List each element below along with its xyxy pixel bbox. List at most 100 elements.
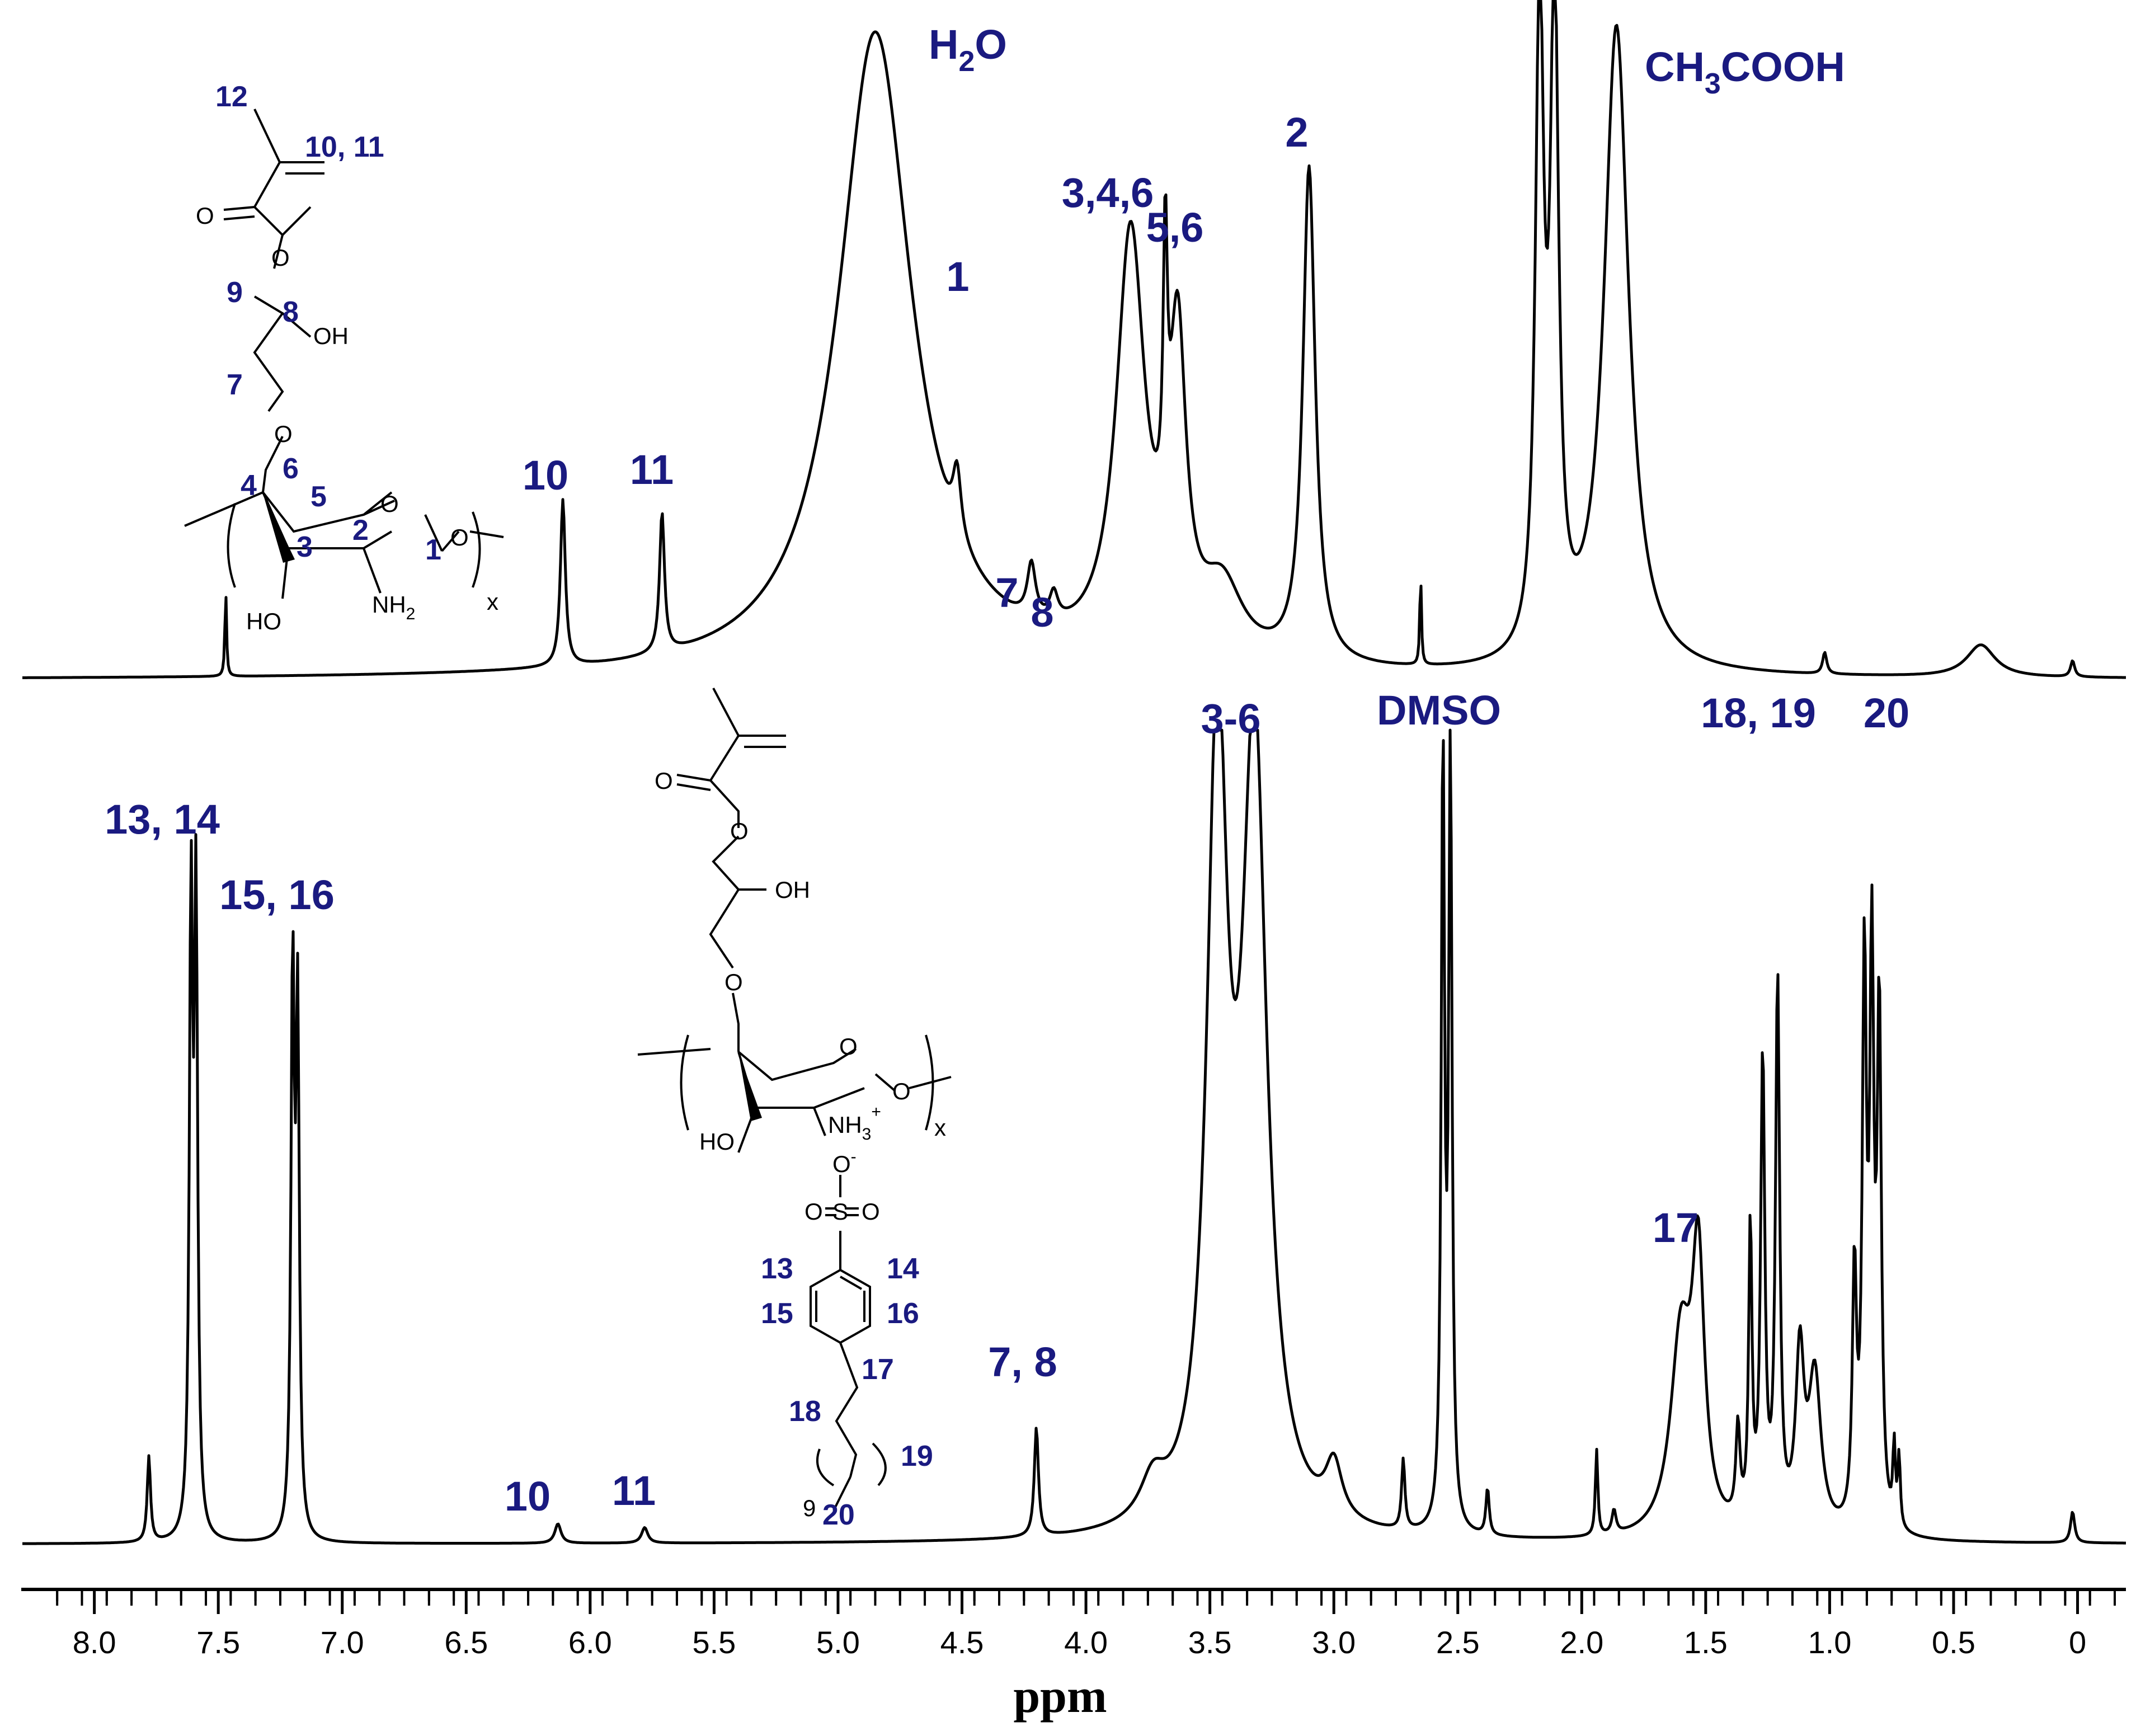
- bottom-glyco-o: O: [892, 1078, 911, 1104]
- x-axis-tick-labels: 8.0 7.5 7.0 6.5 6.0 5.5 5.0 4.5 4.0 3.5 3.0 2.5 2.0 1…: [73, 1625, 2086, 1660]
- ch3cooh-label: CH3COOH: [1645, 44, 1845, 100]
- top-ester-o: O: [271, 244, 290, 271]
- bottom-x: x: [934, 1114, 946, 1141]
- bottom-structure-bonds: [637, 688, 952, 1511]
- struct-top-8: 8: [283, 296, 299, 328]
- bottom-annotations: 13, 14 15, 16 3-6 DMSO 18, 19 20 17 7, 8…: [105, 687, 1909, 1519]
- x-axis-minor-ticks: [56, 1589, 2116, 1606]
- spectra: [22, 0, 2126, 1545]
- peak-1-label: 1: [946, 253, 969, 300]
- top-structure-atoms: O O OH O O O HO NH2 x: [196, 203, 498, 634]
- struct-top-1: 1: [425, 534, 441, 566]
- struct-bottom-18: 18: [789, 1395, 821, 1428]
- bottom-n9: 9: [803, 1495, 816, 1521]
- top-annotations: H2O CH3COOH 2 3,4,6 5,6 1 7 8 10 11: [523, 21, 1845, 636]
- bottom-nh3: NH3+: [828, 1103, 881, 1144]
- struct-bottom-20: 20: [822, 1499, 855, 1531]
- top-spectrum-trace: [22, 0, 2126, 679]
- x-tick-label: 0.5: [1932, 1625, 1975, 1660]
- top-ether-o: O: [274, 421, 293, 447]
- peak-17-label: 17: [1653, 1205, 1699, 1251]
- x-tick-label: 3.0: [1312, 1625, 1356, 1660]
- peak-3-4-6-label: 3,4,6: [1062, 170, 1154, 216]
- top-structure: 12 10, 11 9 8 7 6 4 5 2 3 1 O O OH O O O…: [184, 81, 504, 634]
- x-tick-label: 3.5: [1188, 1625, 1232, 1660]
- top-ho: HO: [246, 608, 281, 634]
- bottom-oh: OH: [775, 877, 810, 903]
- bottom-structure: O O OH O O O HO NH3+ O- O S O x 9 13 14 …: [637, 688, 952, 1531]
- struct-top-9: 9: [227, 276, 243, 309]
- bottom-o-minus: O-: [832, 1147, 857, 1177]
- struct-bottom-17: 17: [862, 1353, 894, 1386]
- x-tick-label: 1.0: [1808, 1625, 1851, 1660]
- top-structure-numbers: 12 10, 11 9 8 7 6 4 5 2 3 1: [215, 81, 441, 566]
- top-nh2: NH2: [372, 591, 415, 623]
- struct-top-7: 7: [227, 369, 243, 401]
- top-ring-o: O: [380, 491, 399, 517]
- x-tick-label: 7.0: [321, 1625, 364, 1660]
- peak-10-label-top: 10: [523, 452, 568, 498]
- x-tick-label: 5.5: [692, 1625, 736, 1660]
- bottom-wedge-bond: [738, 1053, 762, 1121]
- bottom-structure-atoms: O O OH O O O HO NH3+ O- O S O x 9: [655, 768, 946, 1521]
- peak-3-6-label: 3-6: [1201, 695, 1261, 742]
- struct-bottom-19: 19: [901, 1440, 933, 1472]
- bottom-structure-numbers: 13 14 15 16 17 18 19 20: [761, 1253, 933, 1531]
- top-glyco-o: O: [450, 524, 469, 551]
- x-tick-label: 4.5: [940, 1625, 984, 1660]
- bottom-spectrum-trace: [22, 728, 2126, 1545]
- peak-18-19-label: 18, 19: [1701, 690, 1816, 736]
- x-tick-label: 6.0: [568, 1625, 612, 1660]
- h2o-label: H2O: [929, 21, 1007, 78]
- peak-10-label-bottom: 10: [505, 1473, 551, 1519]
- bottom-ho: HO: [699, 1128, 735, 1155]
- top-wedge-bond: [263, 493, 295, 563]
- peak-5-6-label: 5,6: [1146, 204, 1204, 251]
- struct-bottom-15: 15: [761, 1297, 793, 1330]
- peak-15-16-label: 15, 16: [219, 872, 335, 918]
- x-axis-major-ticks: [93, 1589, 2079, 1614]
- x-tick-label: 5.0: [816, 1625, 860, 1660]
- x-tick-label: 0: [2069, 1625, 2086, 1660]
- x-tick-label: 4.0: [1064, 1625, 1108, 1660]
- struct-top-6: 6: [283, 453, 299, 485]
- x-tick-label: 2.0: [1560, 1625, 1603, 1660]
- bottom-ester-o: O: [730, 818, 749, 844]
- bottom-ring-o: O: [839, 1033, 858, 1060]
- peak-7-8-label: 7, 8: [988, 1339, 1057, 1385]
- x-tick-label: 1.5: [1684, 1625, 1728, 1660]
- top-structure-bonds: [184, 109, 504, 599]
- struct-bottom-13: 13: [761, 1253, 793, 1285]
- bottom-so3-o-left: O: [804, 1198, 823, 1225]
- struct-top-12: 12: [215, 81, 248, 113]
- top-carbonyl-o: O: [196, 203, 214, 229]
- struct-top-4: 4: [241, 469, 257, 502]
- top-oh-8: OH: [313, 323, 349, 349]
- peak-11-label-bottom: 11: [612, 1467, 656, 1514]
- x-tick-label: 6.5: [444, 1625, 488, 1660]
- x-tick-label: 7.5: [196, 1625, 240, 1660]
- bottom-carbonyl-o: O: [655, 768, 673, 794]
- x-tick-label: 8.0: [73, 1625, 116, 1660]
- peak-2-label: 2: [1285, 109, 1308, 156]
- struct-top-10-11: 10, 11: [305, 131, 384, 163]
- x-tick-label: 2.5: [1436, 1625, 1480, 1660]
- peak-13-14-label: 13, 14: [105, 796, 220, 843]
- bottom-ether-o: O: [724, 969, 743, 995]
- bottom-so3-o-right: O: [862, 1198, 880, 1225]
- peak-7-label: 7: [995, 570, 1018, 616]
- peak-20-label: 20: [1864, 690, 1909, 736]
- x-axis: 8.0 7.5 7.0 6.5 6.0 5.5 5.0 4.5 4.0 3.5 3.0 2.5 2.0 1…: [21, 1588, 2126, 1723]
- top-x: x: [487, 589, 498, 615]
- peak-8-label: 8: [1031, 589, 1053, 636]
- struct-top-3: 3: [297, 531, 313, 563]
- struct-bottom-14: 14: [887, 1253, 919, 1285]
- x-axis-label: ppm: [1013, 1669, 1107, 1723]
- bottom-so3-s: S: [832, 1198, 848, 1225]
- peak-11-label-top: 11: [630, 446, 674, 493]
- struct-top-2: 2: [352, 514, 369, 547]
- dmso-label: DMSO: [1377, 687, 1501, 733]
- struct-bottom-16: 16: [887, 1297, 919, 1330]
- struct-top-5: 5: [310, 481, 327, 513]
